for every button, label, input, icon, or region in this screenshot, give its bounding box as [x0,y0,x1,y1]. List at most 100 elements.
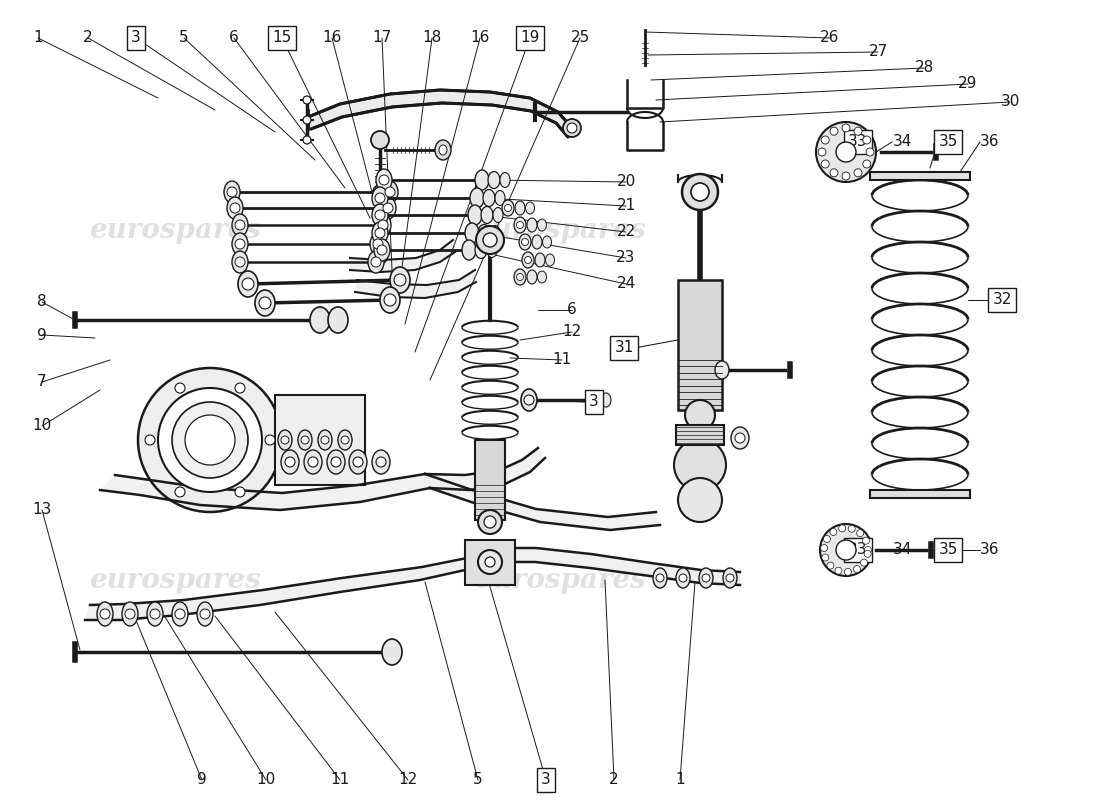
Polygon shape [355,270,476,298]
Circle shape [150,609,160,619]
Ellipse shape [490,226,500,241]
Circle shape [830,127,838,135]
Circle shape [175,487,185,497]
Circle shape [302,136,311,144]
Ellipse shape [172,602,188,626]
Circle shape [865,550,871,558]
Ellipse shape [538,271,547,283]
Text: 1: 1 [33,30,43,46]
Circle shape [842,172,850,180]
Circle shape [822,554,828,561]
Ellipse shape [390,267,410,293]
Ellipse shape [372,222,388,244]
Circle shape [100,609,110,619]
Text: 31: 31 [614,341,634,355]
Ellipse shape [500,173,510,187]
Circle shape [478,550,502,574]
Circle shape [836,540,856,560]
Ellipse shape [382,639,402,665]
Circle shape [678,478,722,522]
Ellipse shape [434,140,451,160]
Circle shape [845,569,851,575]
Text: 26: 26 [821,30,839,46]
Circle shape [726,574,734,582]
Ellipse shape [376,169,392,191]
Ellipse shape [526,202,535,214]
Polygon shape [100,474,430,510]
Ellipse shape [328,307,348,333]
Circle shape [308,457,318,467]
Circle shape [235,487,245,497]
Text: 36: 36 [980,134,1000,150]
Circle shape [379,175,389,185]
Ellipse shape [475,242,487,258]
Ellipse shape [532,235,542,249]
Circle shape [383,203,393,213]
Circle shape [857,530,864,537]
Ellipse shape [372,450,390,474]
Ellipse shape [587,391,601,409]
Circle shape [230,203,240,213]
Ellipse shape [483,190,495,206]
Text: 8: 8 [37,294,47,310]
Ellipse shape [468,205,482,225]
Text: eurospares: eurospares [89,566,261,594]
Text: 7: 7 [37,374,47,390]
Text: 15: 15 [273,30,292,46]
Polygon shape [85,548,490,620]
Circle shape [824,535,830,542]
Ellipse shape [255,290,275,316]
Circle shape [265,435,275,445]
Text: 10: 10 [32,418,52,434]
Ellipse shape [327,450,345,474]
Text: 33: 33 [848,134,868,150]
Circle shape [375,193,385,203]
Circle shape [227,187,236,197]
Polygon shape [308,90,572,137]
Text: 23: 23 [616,250,636,266]
Text: eurospares: eurospares [474,566,646,594]
Text: 5: 5 [179,30,189,46]
Circle shape [235,239,245,249]
Text: 18: 18 [422,30,441,46]
Circle shape [735,433,745,443]
Bar [676,425,724,445]
Circle shape [866,148,874,156]
Circle shape [827,562,834,569]
Ellipse shape [522,252,534,268]
Text: 34: 34 [892,134,912,150]
Text: 21: 21 [616,198,636,214]
Circle shape [478,510,502,534]
Text: 30: 30 [1000,94,1020,110]
Circle shape [125,609,135,619]
Circle shape [200,609,210,619]
Circle shape [862,136,871,144]
Text: 20: 20 [616,174,636,190]
Circle shape [321,436,329,444]
Circle shape [521,238,528,246]
Circle shape [484,516,496,528]
Ellipse shape [502,200,514,216]
Circle shape [691,183,710,201]
Circle shape [376,457,386,467]
Text: 36: 36 [980,542,1000,558]
Text: 35: 35 [938,542,958,558]
Circle shape [235,383,245,393]
Text: 25: 25 [571,30,590,46]
Ellipse shape [465,223,478,243]
Polygon shape [425,474,660,530]
Ellipse shape [310,307,330,333]
Circle shape [679,574,688,582]
Circle shape [566,123,578,133]
Ellipse shape [653,568,667,588]
Ellipse shape [372,187,388,209]
Circle shape [860,559,868,566]
Ellipse shape [514,217,526,233]
Ellipse shape [732,427,749,449]
Circle shape [235,220,245,230]
Ellipse shape [232,214,248,236]
Circle shape [373,185,387,199]
Circle shape [524,395,534,405]
Ellipse shape [514,269,526,285]
Ellipse shape [546,254,554,266]
